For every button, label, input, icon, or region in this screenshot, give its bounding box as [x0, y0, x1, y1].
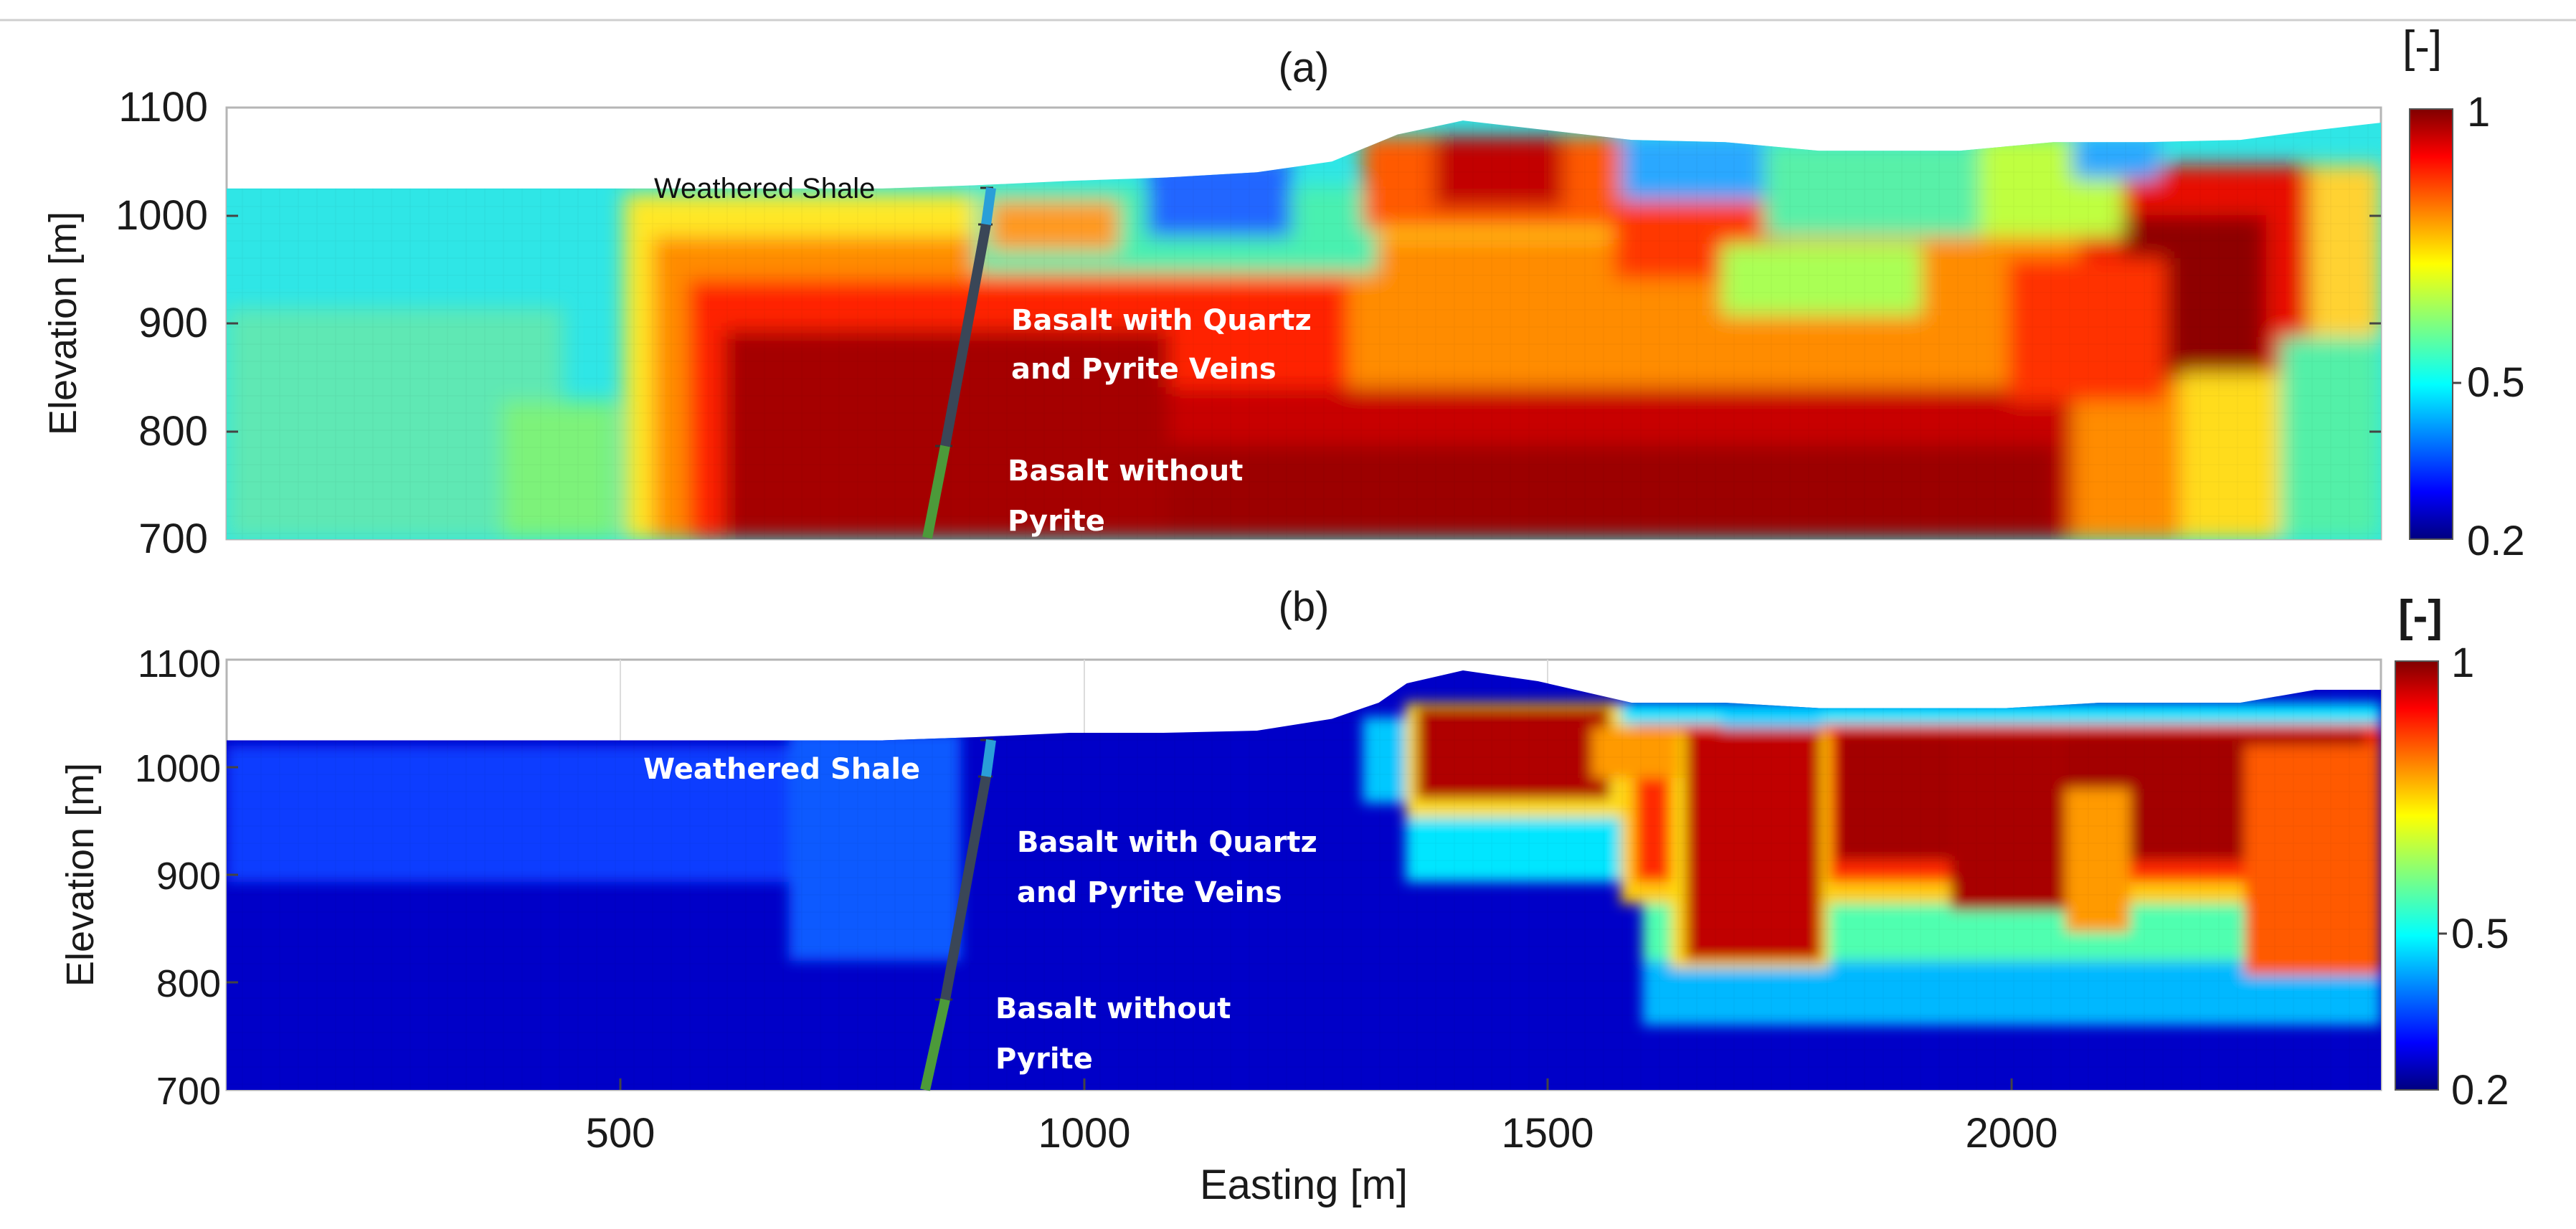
panel-a-ytick-800: 800 — [138, 408, 208, 455]
panel-b-ylabel: Elevation [m] — [59, 763, 102, 987]
panel-a-borehole — [922, 186, 996, 539]
panel-b: (b) — [59, 584, 2509, 1208]
panel-b-annotation-no-pyrite-2: Pyrite — [995, 1043, 1093, 1076]
panel-a-annotation-no-pyrite-2: Pyrite — [1008, 505, 1105, 538]
panel-b-label: (b) — [1279, 584, 1330, 630]
panel-b-ytick-1100: 1100 — [138, 642, 221, 685]
panel-b-ytick-900: 900 — [156, 855, 221, 898]
panel-a-yticks: 1100 1000 900 800 700 — [115, 84, 2381, 562]
panel-a-annotation-no-pyrite-1: Basalt without — [1008, 455, 1243, 488]
panel-a-heatmap — [227, 120, 2381, 539]
panel-b-colorbar-tick-1: 1 — [2451, 640, 2474, 686]
panel-a-ytick-1000: 1000 — [115, 192, 208, 239]
panel-a-colorbar: [-] 1 0.5 0.2 — [2402, 22, 2525, 564]
panel-a-colorbar-tick-0.5: 0.5 — [2467, 359, 2525, 406]
panel-a-colorbar-tick-0.2: 0.2 — [2467, 518, 2525, 564]
panel-a-colorbar-unit: [-] — [2402, 22, 2442, 72]
panel-a-annotation-quartz-2: and Pyrite Veins — [1011, 353, 1277, 386]
panel-a-ytick-1100: 1100 — [118, 84, 208, 131]
panel-b-ytick-800: 800 — [156, 962, 221, 1005]
panel-a-annotation-quartz-1: Basalt with Quartz — [1011, 304, 1312, 337]
panel-b-heatmap — [227, 670, 2381, 1090]
panel-a-annotation-weathered-shale: Weathered Shale — [654, 173, 875, 204]
panel-b-xtick-500: 500 — [586, 1110, 655, 1157]
panel-b-colorbar: [-] 1 0.5 0.2 — [2395, 592, 2509, 1114]
panel-b-annotation-weathered-shale: Weathered Shale — [643, 753, 920, 786]
panel-b-xtick-1500: 1500 — [1501, 1110, 1594, 1157]
panel-b-annotation-quartz-2: and Pyrite Veins — [1017, 876, 1282, 909]
panel-b-annotation-quartz-1: Basalt with Quartz — [1017, 826, 1317, 859]
panel-b-colorbar-tick-0.5: 0.5 — [2451, 911, 2509, 957]
panel-a-colorbar-tick-1: 1 — [2467, 89, 2490, 136]
panel-a-ytick-900: 900 — [138, 300, 208, 346]
panel-b-xtick-1000: 1000 — [1038, 1110, 1130, 1157]
panel-b-borehole — [920, 739, 996, 1091]
panel-b-colorbar-tick-0.2: 0.2 — [2451, 1067, 2509, 1114]
panel-b-colorbar-unit: [-] — [2398, 592, 2443, 641]
panel-a-ylabel: Elevation [m] — [42, 212, 85, 435]
panel-a: (a) — [42, 22, 2525, 564]
panel-b-annotation-no-pyrite-1: Basalt without — [995, 992, 1231, 1025]
panel-b-xlabel: Easting [m] — [1200, 1162, 1408, 1208]
panel-a-label: (a) — [1279, 44, 1330, 91]
panel-b-ytick-1000: 1000 — [135, 747, 221, 790]
panel-b-ytick-700: 700 — [156, 1070, 221, 1113]
panel-b-xtick-2000: 2000 — [1965, 1110, 2058, 1157]
panel-b-yticks: 1100 1000 900 800 700 — [135, 642, 238, 1113]
panel-a-ytick-700: 700 — [138, 516, 208, 562]
panel-b-xticks: 500 1000 1500 2000 — [586, 1078, 2058, 1157]
